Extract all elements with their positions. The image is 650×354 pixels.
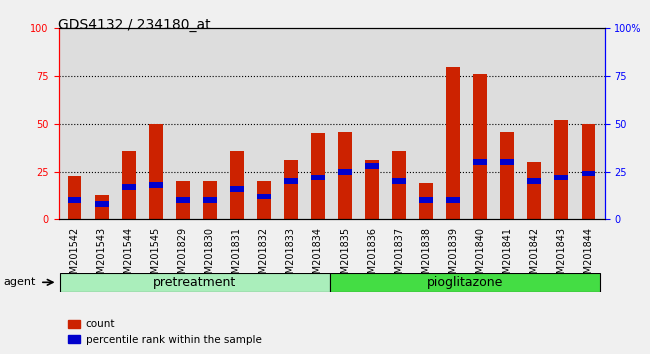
Bar bbox=[122, 151, 136, 219]
Bar bbox=[582, 124, 595, 219]
Bar bbox=[365, 163, 379, 169]
Text: GDS4132 / 234180_at: GDS4132 / 234180_at bbox=[58, 18, 211, 32]
Text: agent: agent bbox=[3, 277, 36, 287]
Legend: count, percentile rank within the sample: count, percentile rank within the sample bbox=[64, 315, 266, 349]
Bar bbox=[419, 183, 433, 219]
Bar bbox=[176, 198, 190, 203]
Bar bbox=[311, 133, 325, 219]
Bar bbox=[149, 182, 162, 188]
Bar bbox=[311, 175, 325, 180]
Bar bbox=[500, 159, 514, 165]
Bar bbox=[257, 194, 270, 199]
Bar bbox=[554, 175, 568, 180]
Bar bbox=[365, 160, 379, 219]
Bar bbox=[149, 124, 162, 219]
Bar bbox=[338, 169, 352, 175]
Bar bbox=[230, 186, 244, 192]
Bar bbox=[338, 132, 352, 219]
FancyBboxPatch shape bbox=[60, 273, 330, 292]
Text: pretreatment: pretreatment bbox=[153, 276, 237, 289]
Bar bbox=[527, 178, 541, 184]
Bar bbox=[257, 181, 270, 219]
Bar bbox=[554, 120, 568, 219]
Bar bbox=[419, 198, 433, 203]
Bar bbox=[122, 184, 136, 190]
Bar bbox=[176, 181, 190, 219]
Bar bbox=[95, 201, 109, 207]
Bar bbox=[284, 160, 298, 219]
FancyBboxPatch shape bbox=[330, 273, 601, 292]
Bar bbox=[582, 171, 595, 176]
Bar bbox=[500, 132, 514, 219]
Bar bbox=[68, 176, 81, 219]
Bar bbox=[95, 195, 109, 219]
Bar bbox=[473, 159, 487, 165]
Bar bbox=[473, 74, 487, 219]
Text: pioglitazone: pioglitazone bbox=[427, 276, 504, 289]
Bar bbox=[68, 198, 81, 203]
Bar bbox=[230, 151, 244, 219]
Bar bbox=[203, 181, 216, 219]
Bar bbox=[447, 67, 460, 219]
Bar bbox=[203, 198, 216, 203]
Bar bbox=[447, 198, 460, 203]
Bar bbox=[527, 162, 541, 219]
Bar bbox=[393, 178, 406, 184]
Bar bbox=[284, 178, 298, 184]
Bar bbox=[393, 151, 406, 219]
